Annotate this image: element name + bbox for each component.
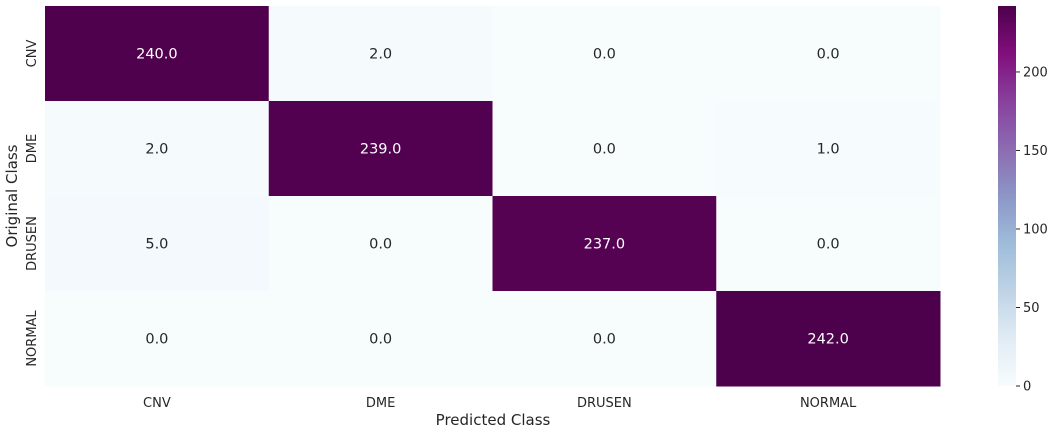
cell-value-label: 0.0: [817, 47, 840, 63]
colorbar-gradient: [998, 6, 1016, 386]
cell-value-label: 237.0: [584, 237, 626, 253]
cell-value-label: 0.0: [593, 47, 616, 63]
heatmap-cell: [716, 291, 941, 387]
x-tick-label: DRUSEN: [577, 396, 632, 411]
y-axis-title: Original Class: [3, 144, 21, 247]
heatmap-cell: [716, 196, 941, 292]
heatmap-cell: [492, 196, 717, 292]
x-axis-title: Predicted Class: [436, 411, 551, 429]
heatmap-cell: [716, 101, 941, 197]
cell-value-label: 0.0: [369, 237, 392, 253]
cell-value-label: 239.0: [360, 142, 402, 158]
heatmap-cells: 240.0 2.0 0.0 0.0 2.0 239.0 0.0 1.0 5.0 0.0 237.0 0…: [45, 6, 941, 387]
heatmap-cell: [45, 196, 270, 292]
cell-value-label: 0.0: [817, 237, 840, 253]
y-tick-labels: CNV DME DRUSEN NORMAL: [25, 40, 40, 367]
y-tick-label: DME: [25, 134, 40, 163]
colorbar-tick-label: 100: [1023, 222, 1048, 237]
heatmap-cell: [45, 101, 270, 197]
colorbar-tick-label: 50: [1023, 301, 1040, 316]
heatmap-cell: [492, 291, 717, 387]
heatmap-cell: [268, 196, 493, 292]
heatmap-cell: [492, 6, 717, 102]
colorbar-tick-label: 200: [1023, 65, 1048, 80]
colorbar: 0 50 100 150 200: [998, 6, 1048, 395]
cell-value-label: 0.0: [145, 332, 168, 348]
cell-value-label: 240.0: [136, 47, 178, 63]
cell-value-label: 0.0: [369, 332, 392, 348]
x-tick-label: NORMAL: [800, 396, 857, 411]
y-tick-label: DRUSEN: [25, 216, 40, 271]
cell-value-label: 2.0: [145, 142, 168, 158]
heatmap-cell: [716, 6, 941, 102]
heatmap-cell: [45, 291, 270, 387]
heatmap-cell: [45, 6, 270, 102]
cell-value-label: 1.0: [817, 142, 840, 158]
cell-value-label: 0.0: [593, 142, 616, 158]
colorbar-tick-label: 150: [1023, 144, 1048, 159]
x-tick-labels: CNV DME DRUSEN NORMAL: [143, 396, 857, 411]
cell-value-label: 2.0: [369, 47, 392, 63]
heatmap-cell: [492, 101, 717, 197]
x-tick-label: CNV: [143, 396, 171, 411]
y-tick-label: CNV: [25, 40, 40, 68]
colorbar-tick-label: 0: [1023, 380, 1031, 395]
heatmap-cell: [268, 6, 493, 102]
heatmap-cell: [268, 101, 493, 197]
cell-value-label: 242.0: [807, 332, 849, 348]
y-tick-label: NORMAL: [25, 310, 40, 367]
cell-value-label: 5.0: [145, 237, 168, 253]
heatmap-cell: [268, 291, 493, 387]
cell-value-label: 0.0: [593, 332, 616, 348]
x-tick-label: DME: [366, 396, 395, 411]
